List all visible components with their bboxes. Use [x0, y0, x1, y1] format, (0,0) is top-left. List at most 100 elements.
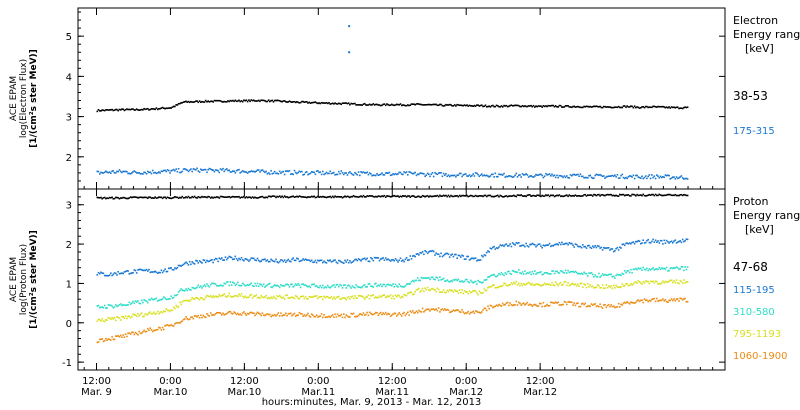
- data-point: [685, 281, 688, 283]
- data-point: [309, 296, 312, 298]
- data-point: [181, 170, 184, 173]
- data-point: [145, 300, 148, 303]
- data-point: [225, 296, 228, 298]
- data-point: [137, 172, 139, 174]
- data-point: [150, 172, 153, 175]
- data-point: [159, 327, 161, 329]
- data-point: [543, 305, 546, 308]
- data-point: [636, 193, 638, 196]
- data-point: [394, 172, 397, 175]
- data-point: [573, 105, 575, 108]
- data-point: [154, 196, 156, 198]
- data-point: [198, 100, 201, 102]
- data-point: [389, 294, 392, 296]
- data-point: [640, 107, 642, 109]
- data-point: [163, 196, 165, 199]
- data-point: [216, 296, 218, 298]
- legend-entry-115-195: 115-195: [733, 285, 775, 296]
- data-point: [227, 257, 229, 259]
- data-point: [487, 286, 489, 289]
- data-point: [128, 108, 131, 111]
- data-point: [654, 239, 657, 242]
- data-point: [204, 168, 207, 171]
- data-point: [197, 170, 200, 172]
- data-point: [531, 195, 534, 197]
- data-point: [440, 252, 442, 255]
- data-point: [245, 314, 248, 316]
- data-point: [455, 195, 457, 197]
- data-point: [391, 103, 393, 106]
- data-point: [637, 194, 640, 197]
- data-point: [294, 259, 297, 262]
- data-point: [217, 296, 219, 298]
- data-point: [396, 315, 398, 317]
- data-point: [580, 272, 583, 275]
- data-point: [387, 103, 389, 106]
- data-point: [382, 195, 384, 198]
- data-point: [625, 283, 627, 285]
- data-point: [248, 260, 250, 262]
- data-point: [134, 196, 137, 198]
- data-point: [240, 314, 243, 316]
- data-point: [270, 258, 272, 261]
- data-point: [479, 291, 482, 294]
- data-point: [632, 283, 635, 285]
- data-point: [529, 282, 531, 285]
- data-point: [640, 242, 642, 245]
- data-point: [573, 246, 575, 248]
- data-point: [319, 195, 322, 198]
- data-point: [644, 299, 647, 302]
- data-point: [117, 304, 119, 307]
- data-point: [497, 305, 499, 307]
- data-point: [465, 173, 467, 175]
- data-point: [361, 171, 363, 174]
- data-point: [495, 304, 498, 306]
- data-point: [542, 244, 545, 246]
- data-point: [580, 246, 583, 249]
- data-point: [503, 172, 505, 175]
- data-point: [476, 195, 478, 197]
- data-point: [224, 168, 227, 171]
- data-point: [484, 279, 487, 281]
- data-point: [458, 254, 461, 257]
- data-point: [204, 285, 207, 288]
- data-point: [562, 195, 564, 198]
- data-point: [633, 194, 636, 196]
- data-point: [620, 194, 622, 196]
- data-point: [362, 312, 365, 314]
- data-point: [587, 275, 589, 277]
- data-point: [111, 196, 113, 199]
- data-point: [317, 195, 319, 198]
- data-point: [208, 315, 211, 317]
- data-point: [497, 175, 499, 178]
- data-point: [127, 197, 129, 200]
- data-point: [485, 106, 488, 108]
- data-point: [223, 170, 225, 173]
- data-point: [662, 243, 664, 245]
- data-point: [267, 283, 270, 285]
- data-point: [550, 194, 552, 197]
- data-point: [448, 289, 451, 291]
- data-point: [603, 175, 605, 177]
- data-point: [185, 316, 187, 318]
- data-point: [462, 104, 465, 107]
- data-point: [616, 174, 619, 176]
- data-point: [474, 257, 477, 259]
- data-point: [393, 297, 396, 300]
- data-point: [163, 107, 165, 109]
- data-point: [193, 315, 196, 317]
- data-point: [111, 170, 113, 172]
- data-point: [551, 301, 553, 304]
- data-point: [150, 329, 153, 331]
- data-point: [642, 266, 644, 269]
- data-point: [134, 314, 137, 316]
- data-point: [196, 260, 198, 262]
- data-point: [552, 194, 555, 197]
- data-point: [646, 239, 648, 242]
- data-point: [248, 313, 250, 315]
- data-point: [213, 314, 216, 316]
- data-point: [573, 271, 575, 273]
- data-point: [282, 260, 285, 263]
- data-point: [207, 195, 209, 198]
- data-point: [402, 296, 404, 298]
